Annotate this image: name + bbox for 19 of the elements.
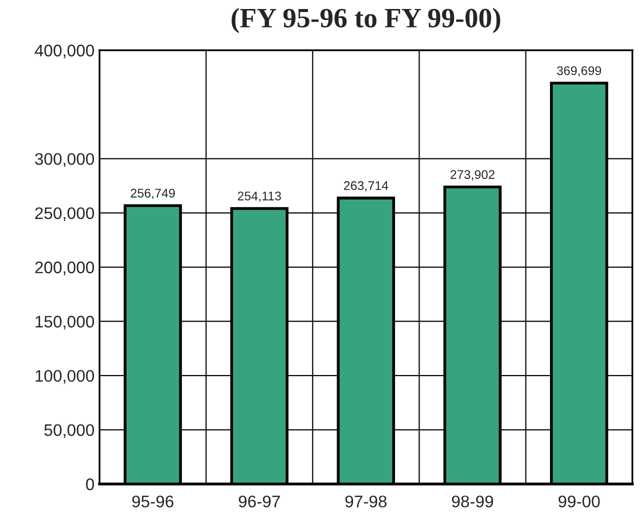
- y-tick-label: 300,000: [35, 153, 94, 167]
- data-label: 256,749: [130, 188, 175, 200]
- x-tick-label: 95-96: [132, 496, 174, 508]
- x-tick-label: 96-97: [238, 496, 280, 508]
- y-tick-label: 150,000: [36, 316, 94, 330]
- chart-title: (FY 95-96 to FY 99-00): [232, 8, 500, 34]
- y-tick-label: 250,000: [35, 207, 94, 222]
- data-label: 369,699: [556, 66, 602, 77]
- data-label: 273,902: [450, 170, 494, 180]
- data-label: 263,714: [344, 181, 388, 192]
- y-tick-label: 400,000: [34, 44, 94, 58]
- x-tick-label: 98-99: [452, 496, 494, 508]
- x-tick-label: 97-98: [345, 496, 387, 508]
- y-tick-label: 100,000: [36, 370, 94, 384]
- y-tick-label: 0: [86, 478, 94, 490]
- data-label: 254,113: [238, 192, 281, 202]
- y-tick-label: 200,000: [35, 262, 94, 276]
- x-tick-label: 99-00: [558, 496, 600, 508]
- y-tick-label: 50,000: [44, 424, 94, 438]
